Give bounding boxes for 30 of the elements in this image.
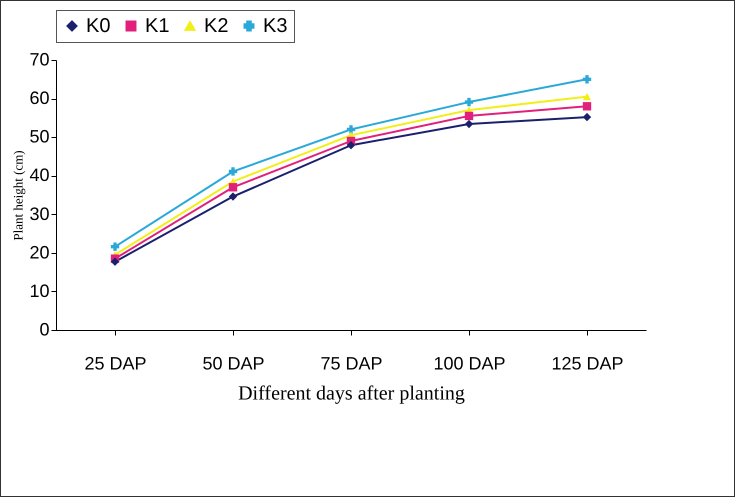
legend-label: K3 bbox=[263, 15, 288, 37]
legend-label: K1 bbox=[145, 15, 170, 37]
point bbox=[464, 112, 474, 120]
legend-label: K2 bbox=[204, 15, 228, 37]
y-tick-label: 0 bbox=[39, 320, 50, 340]
y-axis-title: Plant height (cm) bbox=[10, 150, 26, 241]
y-tick-label: 20 bbox=[29, 242, 50, 262]
legend-label: K0 bbox=[86, 15, 110, 37]
x-tick-label: 100 DAP bbox=[433, 354, 506, 374]
point bbox=[582, 75, 592, 84]
y-tick-label: 60 bbox=[29, 88, 50, 108]
point bbox=[110, 258, 120, 266]
point bbox=[228, 192, 238, 201]
point bbox=[582, 112, 592, 122]
x-tick-label: 75 DAP bbox=[320, 354, 383, 374]
x-tick-label: 125 DAP bbox=[551, 354, 624, 374]
point bbox=[582, 102, 592, 110]
x-axis-title: Different days after planting bbox=[238, 382, 465, 404]
y-tick-label: 30 bbox=[29, 204, 50, 224]
x-tick-label: 50 DAP bbox=[202, 354, 265, 374]
x-tick-label: 25 DAP bbox=[84, 354, 147, 374]
point bbox=[110, 242, 120, 251]
y-tick-label: 40 bbox=[29, 165, 50, 186]
y-tick-label: 50 bbox=[29, 126, 50, 147]
point bbox=[346, 141, 356, 150]
point bbox=[228, 183, 238, 192]
point bbox=[464, 120, 474, 128]
y-tick-label: 70 bbox=[29, 50, 50, 70]
y-tick-label: 10 bbox=[29, 280, 50, 301]
point bbox=[582, 93, 592, 100]
